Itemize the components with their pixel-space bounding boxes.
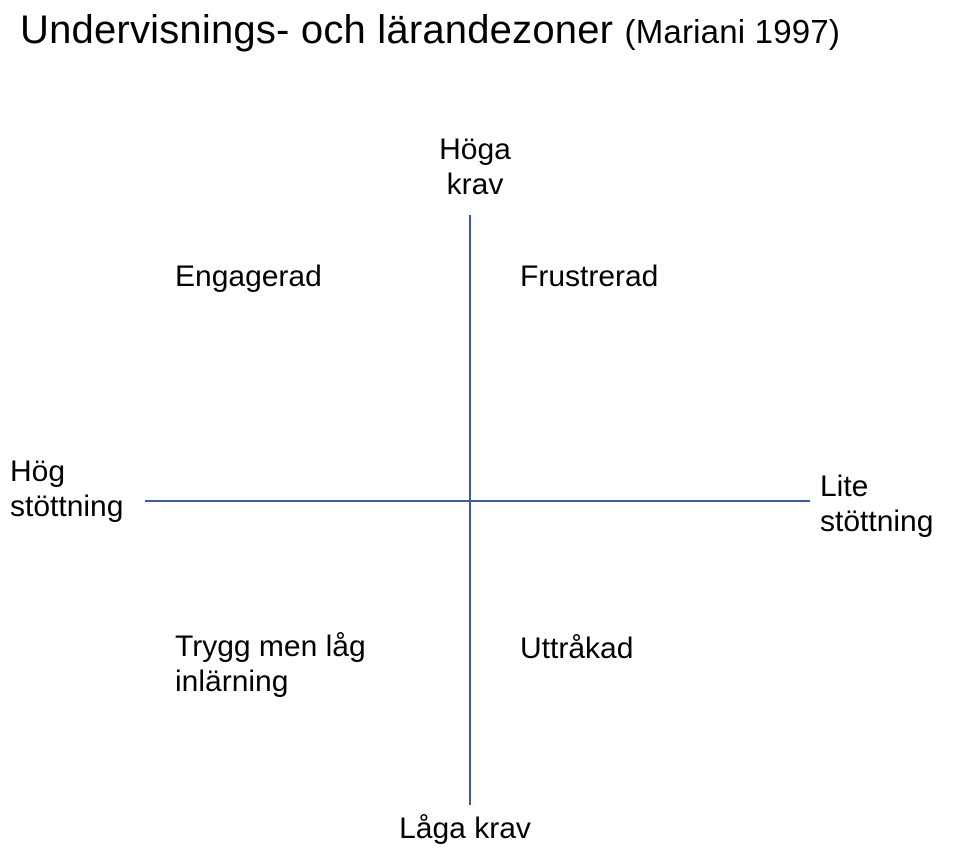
quadrant-bottom-right-text: Uttråkad bbox=[520, 632, 633, 665]
quadrant-bottom-left-line2: inlärning bbox=[175, 665, 288, 698]
quadrant-bottom-left-line1: Trygg men låg bbox=[175, 630, 366, 663]
horizontal-axis-line bbox=[0, 0, 960, 848]
quadrant-top-left: Engagerad bbox=[175, 260, 435, 295]
axis-label-left: Hög stöttning bbox=[10, 455, 150, 524]
axis-label-bottom: Låga krav bbox=[365, 812, 565, 847]
axis-label-left-line1: Hög bbox=[10, 455, 65, 488]
axis-label-top: Höga krav bbox=[430, 133, 520, 202]
axis-label-right: Lite stöttning bbox=[820, 470, 960, 539]
quadrant-top-right-text: Frustrerad bbox=[520, 260, 658, 293]
axis-label-right-line1: Lite bbox=[820, 470, 868, 503]
quadrant-diagram: Undervisnings- och lärandezoner (Mariani… bbox=[0, 0, 960, 848]
axis-label-bottom-text: Låga krav bbox=[399, 812, 531, 845]
quadrant-bottom-left: Trygg men låg inlärning bbox=[175, 630, 435, 699]
quadrant-top-right: Frustrerad bbox=[520, 260, 780, 295]
axis-label-top-line1: Höga bbox=[439, 133, 511, 166]
quadrant-bottom-right: Uttråkad bbox=[520, 632, 780, 667]
axis-label-left-line2: stöttning bbox=[10, 490, 123, 523]
quadrant-top-left-text: Engagerad bbox=[175, 260, 322, 293]
axis-label-right-line2: stöttning bbox=[820, 505, 933, 538]
axis-label-top-line2: krav bbox=[447, 168, 504, 201]
